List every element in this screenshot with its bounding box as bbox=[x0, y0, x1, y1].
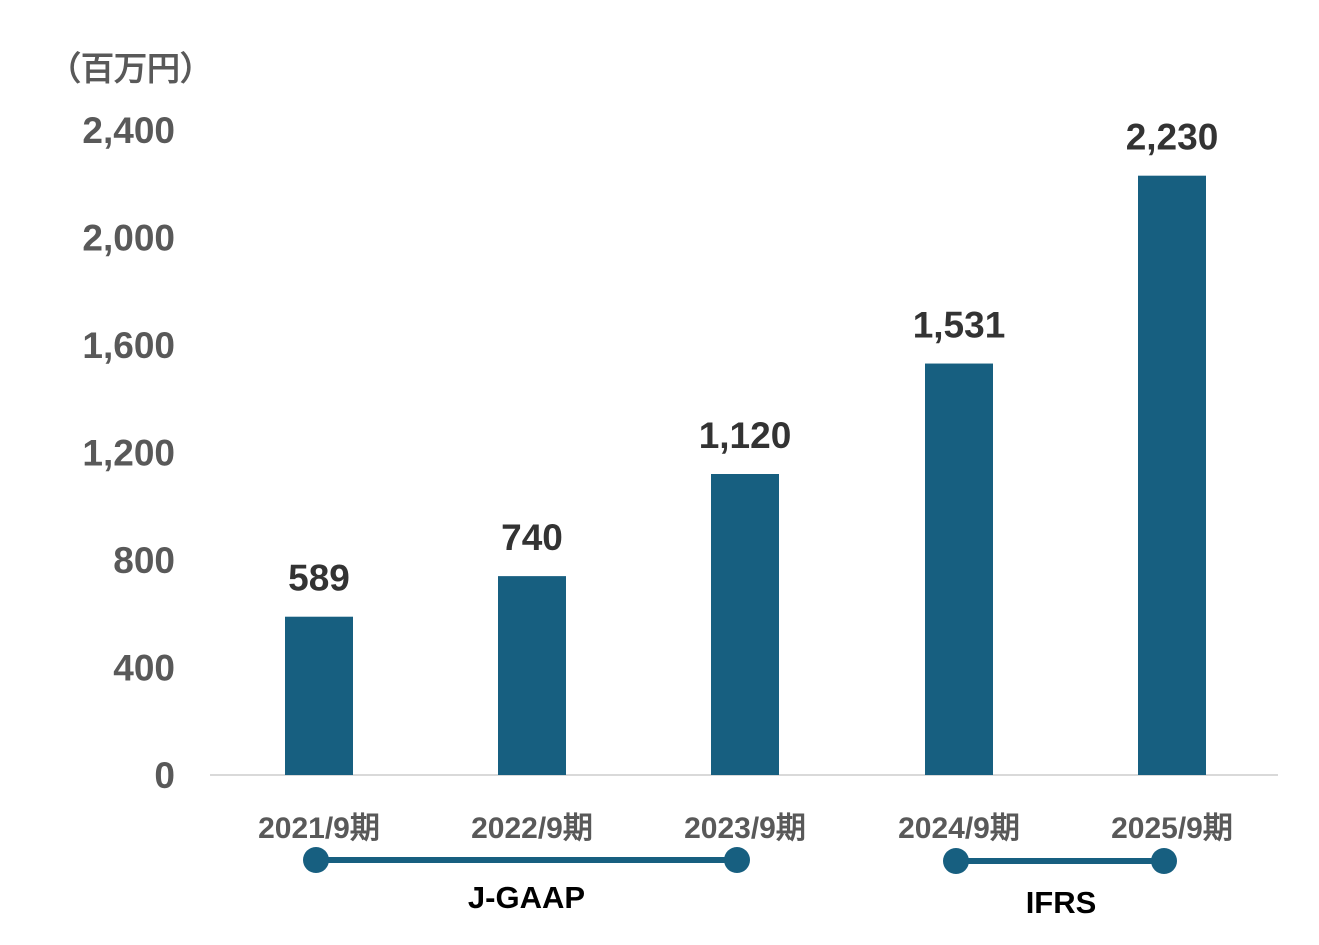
y-tick-label: 2,000 bbox=[82, 218, 175, 259]
data-labels: 589 740 1,120 1,531 2,230 bbox=[288, 117, 1218, 599]
x-tick-label: 2025/9期 bbox=[1111, 812, 1233, 845]
data-label: 589 bbox=[288, 558, 350, 599]
bar bbox=[285, 616, 353, 775]
x-axis-ticks: 2021/9期 2022/9期 2023/9期 2024/9期 2025/9期 bbox=[258, 812, 1233, 845]
data-label: 2,230 bbox=[1126, 117, 1219, 158]
y-tick-label: 1,200 bbox=[82, 433, 175, 474]
y-tick-label: 2,400 bbox=[82, 110, 175, 151]
accounting-standard-label: IFRS bbox=[1026, 885, 1097, 920]
data-label: 1,531 bbox=[913, 305, 1006, 346]
x-tick-label: 2022/9期 bbox=[471, 812, 593, 845]
y-tick-label: 800 bbox=[113, 540, 175, 581]
bracket-end-dot bbox=[1151, 848, 1177, 874]
y-tick-label: 1,600 bbox=[82, 325, 175, 366]
unit-label: （百万円） bbox=[48, 50, 213, 87]
bracket-start-dot bbox=[303, 847, 329, 873]
bracket-end-dot bbox=[724, 847, 750, 873]
data-label: 1,120 bbox=[699, 415, 792, 456]
accounting-standard-brackets: J-GAAP IFRS bbox=[303, 847, 1177, 920]
x-tick-label: 2021/9期 bbox=[258, 812, 380, 845]
y-tick-label: 400 bbox=[113, 648, 175, 689]
bar bbox=[711, 474, 779, 775]
y-axis-ticks: 0 400 800 1,200 1,600 2,000 2,400 bbox=[82, 110, 175, 796]
accounting-standard-label: J-GAAP bbox=[468, 880, 585, 915]
bar bbox=[1138, 175, 1206, 775]
x-tick-label: 2024/9期 bbox=[898, 812, 1020, 845]
bars bbox=[285, 175, 1206, 775]
y-tick-label: 0 bbox=[154, 755, 175, 796]
data-label: 740 bbox=[501, 517, 563, 558]
bar bbox=[498, 576, 566, 775]
bar bbox=[925, 363, 993, 775]
x-tick-label: 2023/9期 bbox=[684, 812, 806, 845]
bracket-start-dot bbox=[943, 848, 969, 874]
